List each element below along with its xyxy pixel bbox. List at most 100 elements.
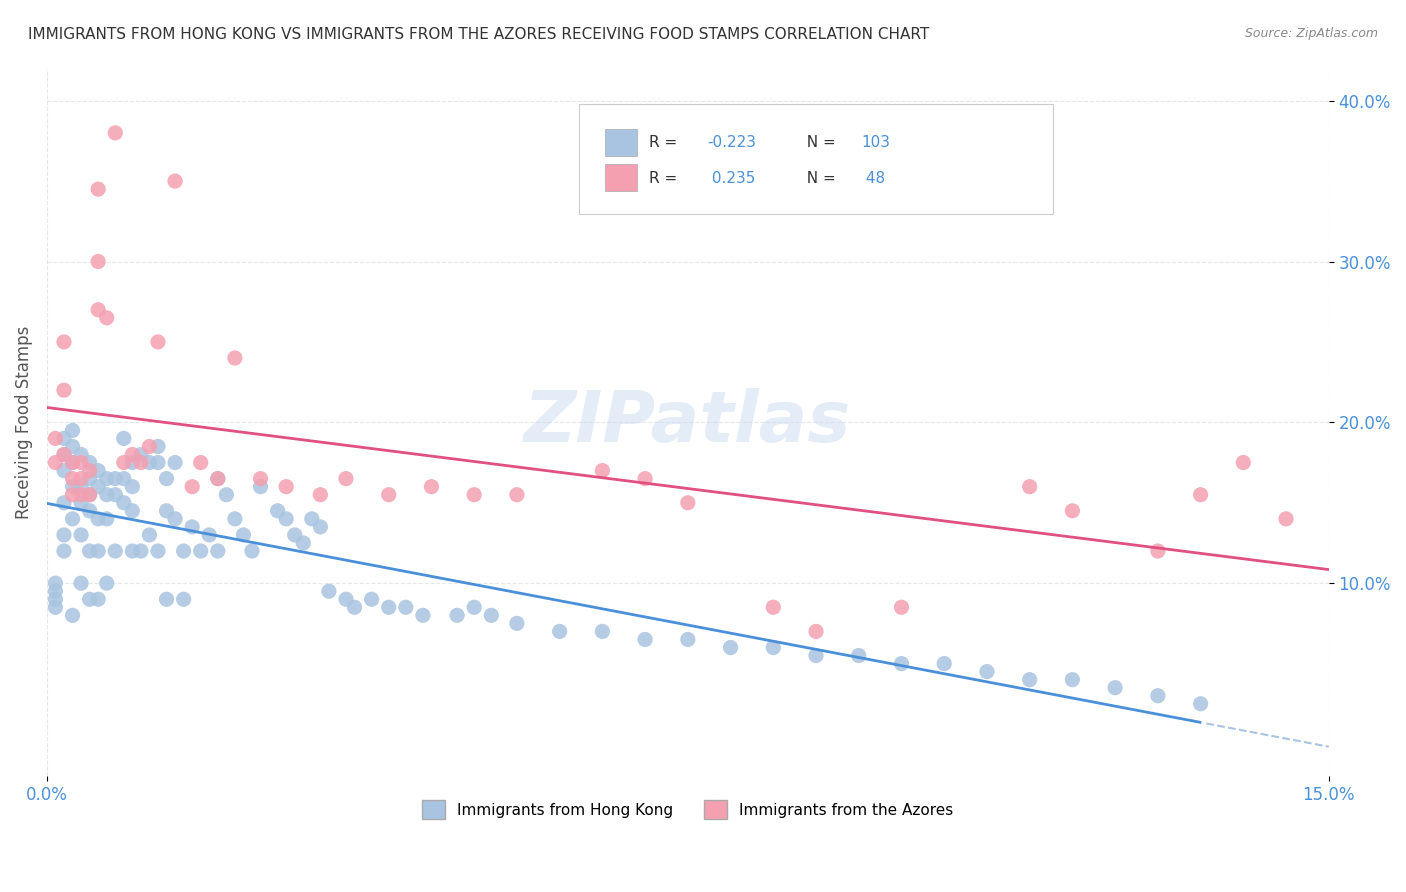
Point (890, 600, 912, 615)
Text: IMMIGRANTS FROM HONG KONG VS IMMIGRANTS FROM THE AZORES RECEIVING FOOD STAMPS CO: IMMIGRANTS FROM HONG KONG VS IMMIGRANTS … (28, 27, 929, 42)
Point (155, 504, 177, 518)
Point (104, 544, 127, 558)
Point (121, 544, 143, 558)
Point (377, 488, 399, 502)
Point (976, 665, 998, 679)
Point (165, 512, 187, 526)
Point (165, 456, 187, 470)
Text: R =: R = (650, 170, 682, 186)
Point (266, 504, 288, 518)
Point (1104, 681, 1126, 695)
Point (87, 592, 110, 607)
Point (934, 657, 956, 671)
Point (112, 432, 135, 446)
Point (96, 576, 118, 591)
Point (1189, 488, 1212, 502)
Point (129, 544, 152, 558)
Point (335, 472, 357, 486)
Text: 0.235: 0.235 (707, 170, 755, 186)
Legend: Immigrants from Hong Kong, Immigrants from the Azores: Immigrants from Hong Kong, Immigrants fr… (416, 794, 959, 825)
Point (249, 472, 271, 486)
Point (804, 648, 827, 663)
Point (62, 456, 84, 470)
Point (377, 600, 399, 615)
Point (165, 174, 187, 188)
Point (121, 456, 143, 470)
Point (96, 472, 118, 486)
Point (129, 448, 152, 462)
Point (848, 648, 870, 663)
Point (634, 472, 657, 486)
Point (112, 472, 135, 486)
Point (53, 496, 76, 510)
Point (1275, 512, 1298, 526)
Point (207, 472, 229, 486)
Point (446, 608, 468, 623)
Point (190, 456, 212, 470)
Point (79, 488, 101, 502)
Point (215, 488, 238, 502)
Point (62, 488, 84, 502)
Point (79, 592, 101, 607)
Point (420, 480, 443, 494)
Point (104, 488, 127, 502)
Point (44, 456, 66, 470)
Point (301, 512, 323, 526)
Point (96, 512, 118, 526)
Point (190, 544, 212, 558)
Point (62, 480, 84, 494)
Point (53, 544, 76, 558)
Point (70, 576, 93, 591)
Point (112, 456, 135, 470)
Point (309, 520, 332, 534)
Point (104, 472, 127, 486)
Point (53, 448, 76, 462)
Point (1018, 480, 1040, 494)
Point (70, 480, 93, 494)
Point (53, 464, 76, 478)
Point (762, 600, 785, 615)
Point (79, 464, 101, 478)
Point (79, 504, 101, 518)
Point (87, 302, 110, 317)
Point (240, 544, 263, 558)
Point (62, 608, 84, 623)
Point (207, 472, 229, 486)
Point (87, 480, 110, 494)
Point (87, 544, 110, 558)
Point (155, 472, 177, 486)
Point (762, 640, 785, 655)
Point (79, 488, 101, 502)
Point (70, 528, 93, 542)
Text: N =: N = (797, 170, 841, 186)
Point (284, 528, 307, 542)
Text: N =: N = (797, 136, 841, 151)
Point (62, 512, 84, 526)
Point (676, 496, 699, 510)
Point (129, 456, 152, 470)
Point (44, 600, 66, 615)
Point (360, 592, 382, 607)
Point (276, 480, 298, 494)
Point (70, 496, 93, 510)
Point (146, 544, 169, 558)
Point (1147, 544, 1170, 558)
Point (53, 383, 76, 397)
Point (146, 334, 169, 349)
Point (412, 608, 434, 623)
Point (224, 512, 246, 526)
Point (890, 657, 912, 671)
Point (138, 528, 160, 542)
Point (463, 488, 485, 502)
Point (87, 254, 110, 268)
Point (121, 480, 143, 494)
Point (62, 456, 84, 470)
Point (232, 528, 254, 542)
Point (335, 592, 357, 607)
Point (44, 576, 66, 591)
Text: R =: R = (650, 136, 682, 151)
Point (96, 310, 118, 325)
Point (591, 624, 613, 639)
Point (53, 432, 76, 446)
FancyBboxPatch shape (605, 128, 637, 155)
